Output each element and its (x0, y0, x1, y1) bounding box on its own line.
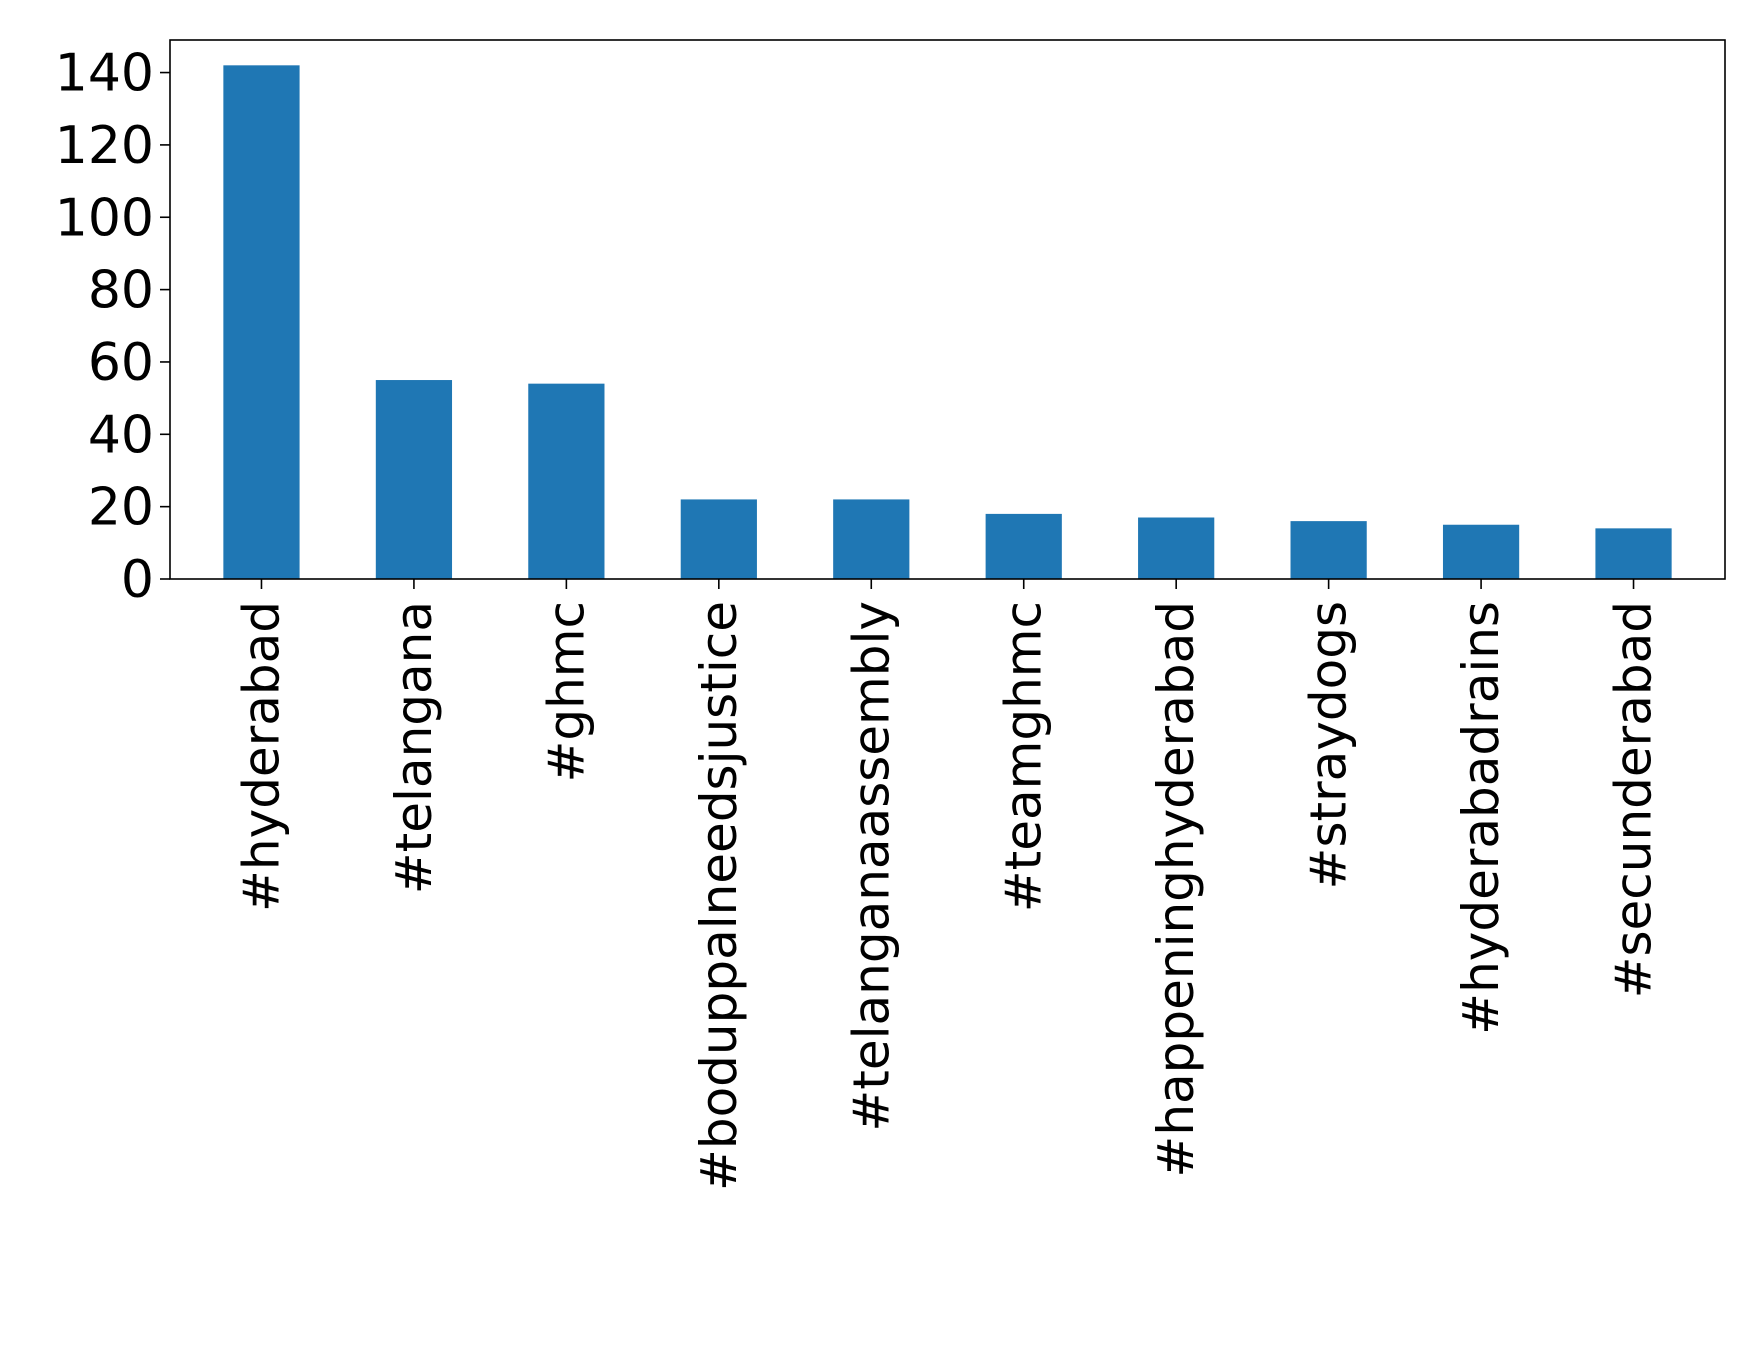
y-tick-label: 40 (88, 405, 154, 465)
bar-secunderabad (1595, 528, 1672, 579)
x-tick-label: #straydogs (1300, 601, 1358, 889)
y-tick-label: 100 (55, 188, 154, 248)
x-tick-label: #secunderabad (1605, 601, 1663, 998)
bar-straydogs (1290, 521, 1367, 579)
bar-teamghmc (985, 513, 1062, 579)
bar-telanganaassembly (833, 499, 910, 579)
y-tick-label: 140 (55, 44, 154, 104)
plot-frame (169, 39, 1726, 580)
x-axis: #hyderabad #telangana #ghmc #boduppalneedsj… (232, 579, 1663, 1191)
x-tick-label: #happeninghyderabad (1147, 601, 1205, 1178)
bar-hyderabad (223, 65, 300, 580)
bar-hyderabadrains (1442, 524, 1520, 579)
bar-boduppalneedsjustice (680, 499, 757, 579)
bar-happeninghyderabad (1138, 517, 1215, 579)
y-axis: 0 20 40 60 80 100 120 140 (55, 44, 170, 610)
y-tick-label: 120 (55, 116, 154, 176)
x-tick-label: #boduppalneedsjustice (690, 601, 748, 1191)
bar-ghmc (528, 383, 605, 579)
y-tick-label: 60 (88, 333, 154, 393)
x-tick-label: #teamghmc (995, 601, 1053, 912)
x-tick-label: #telanganaassembly (842, 601, 900, 1132)
x-tick-label: #telangana (385, 601, 443, 894)
y-tick-label: 0 (121, 550, 154, 610)
x-tick-label: #hyderabad (232, 601, 290, 912)
bars (223, 65, 1672, 580)
y-tick-label: 80 (88, 261, 154, 321)
x-tick-label: #ghmc (537, 601, 595, 783)
y-tick-label: 20 (88, 478, 154, 538)
bar-telangana (375, 380, 453, 579)
x-tick-label: #hyderabadrains (1452, 601, 1510, 1035)
